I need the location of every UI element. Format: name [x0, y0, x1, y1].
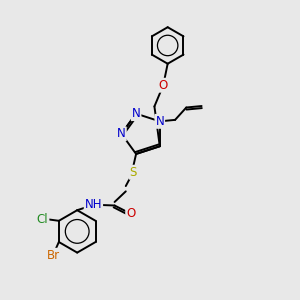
Text: O: O	[126, 207, 135, 220]
Text: Br: Br	[46, 249, 59, 262]
Text: N: N	[155, 115, 164, 128]
Text: N: N	[117, 127, 126, 140]
Text: O: O	[159, 79, 168, 92]
Text: N: N	[132, 107, 140, 120]
Text: Cl: Cl	[37, 213, 49, 226]
Text: S: S	[130, 166, 137, 179]
Text: NH: NH	[85, 198, 102, 212]
